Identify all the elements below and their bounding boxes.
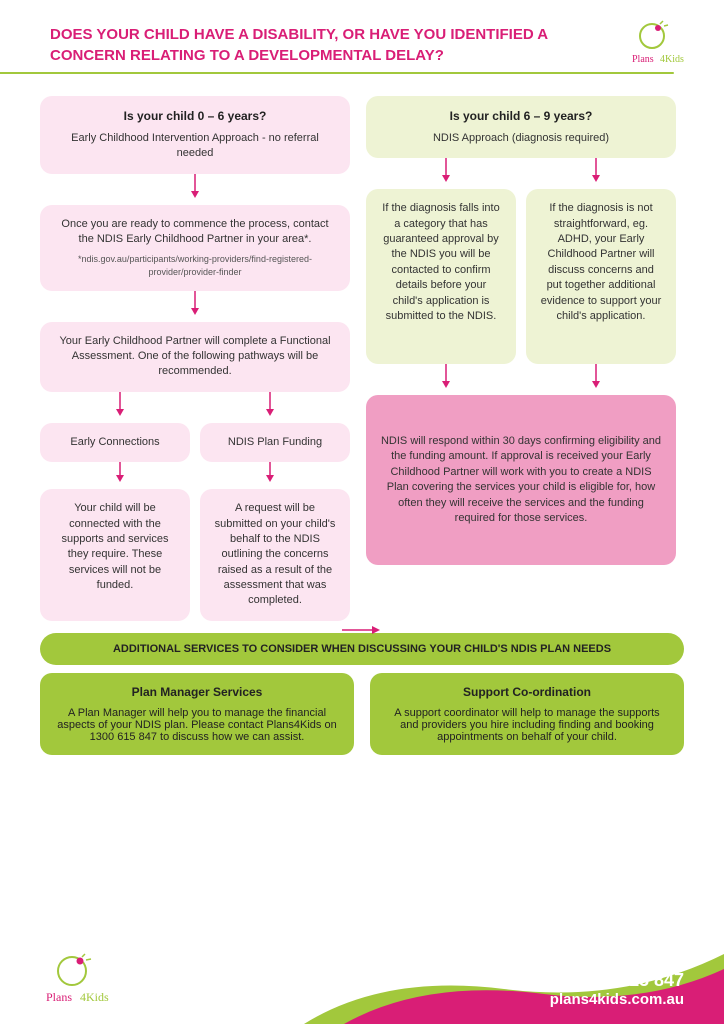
diagnosis-complex-box: If the diagnosis is not straightforward,… <box>526 189 676 364</box>
svg-text:4Kids: 4Kids <box>660 54 684 65</box>
pathway-early-connections-title: Early Connections <box>40 423 190 462</box>
header-divider <box>0 72 674 74</box>
diagnosis-guaranteed-box: If the diagnosis falls into a category t… <box>366 189 516 364</box>
question-title: Is your child 0 – 6 years? <box>54 108 336 125</box>
banner-text: ADDITIONAL SERVICES TO CONSIDER WHEN DIS… <box>113 643 611 655</box>
service-body: A Plan Manager will help you to manage t… <box>56 707 338 743</box>
svg-text:Plans: Plans <box>46 990 72 1004</box>
service-title: Plan Manager Services <box>56 685 338 699</box>
arrow-right-icon <box>342 620 382 640</box>
path-6-9-years: Is your child 6 – 9 years? NDIS Approach… <box>366 96 676 621</box>
service-title: Support Co-ordination <box>386 685 668 699</box>
arrow-split-icon <box>40 392 350 418</box>
svg-text:Plans: Plans <box>632 54 654 65</box>
pathway-ndis-funding-body: A request will be submitted on your chil… <box>200 489 350 621</box>
arrow-merge-icon <box>366 364 676 390</box>
pathway-early-connections-body: Your child will be connected with the su… <box>40 489 190 621</box>
step-text: If the diagnosis is not straightforward,… <box>540 201 662 324</box>
question-subtitle: Early Childhood Intervention Approach - … <box>54 131 336 162</box>
pathway-label: Early Connections <box>54 435 176 450</box>
question-subtitle: NDIS Approach (diagnosis required) <box>380 131 662 146</box>
ndis-response-box: NDIS will respond within 30 days confirm… <box>366 395 676 565</box>
service-body: A support coordinator will help to manag… <box>386 707 668 743</box>
question-box-left: Is your child 0 – 6 years? Early Childho… <box>40 96 350 174</box>
step-footnote: *ndis.gov.au/participants/working-provid… <box>54 253 336 278</box>
brand-logo-icon: Plans 4Kids <box>40 951 110 1006</box>
header: DOES YOUR CHILD HAVE A DISABILITY, OR HA… <box>0 0 724 82</box>
pathway-text: A request will be submitted on your chil… <box>214 501 336 609</box>
additional-services-row: Plan Manager Services A Plan Manager wil… <box>40 673 684 755</box>
page-title: DOES YOUR CHILD HAVE A DISABILITY, OR HA… <box>50 24 550 66</box>
step-text: Once you are ready to commence the proce… <box>54 217 336 248</box>
result-text: NDIS will respond within 30 days confirm… <box>380 434 662 526</box>
pathway-text: Your child will be connected with the su… <box>54 501 176 593</box>
step-text: If the diagnosis falls into a category t… <box>380 201 502 324</box>
path-0-6-years: Is your child 0 – 6 years? Early Childho… <box>40 96 350 621</box>
footer-contact: 1300 615 847 plans4kids.com.au <box>550 970 684 1008</box>
brand-logo-icon: Plans 4Kids <box>624 18 684 68</box>
svg-text:4Kids: 4Kids <box>80 990 109 1004</box>
arrow-down-icon <box>40 174 350 200</box>
question-box-right: Is your child 6 – 9 years? NDIS Approach… <box>366 96 676 158</box>
footer-url: plans4kids.com.au <box>550 991 684 1008</box>
step-text: Your Early Childhood Partner will comple… <box>54 334 336 380</box>
arrow-down-icon <box>40 291 350 317</box>
step-contact-partner: Once you are ready to commence the proce… <box>40 205 350 291</box>
step-functional-assessment: Your Early Childhood Partner will comple… <box>40 322 350 392</box>
support-coordination-box: Support Co-ordination A support coordina… <box>370 673 684 755</box>
flowchart: Is your child 0 – 6 years? Early Childho… <box>0 82 724 621</box>
pathway-ndis-funding-title: NDIS Plan Funding <box>200 423 350 462</box>
pathway-label: NDIS Plan Funding <box>214 435 336 450</box>
footer-phone: 1300 615 847 <box>550 970 684 991</box>
plan-manager-box: Plan Manager Services A Plan Manager wil… <box>40 673 354 755</box>
arrow-split-icon <box>40 462 350 484</box>
question-title: Is your child 6 – 9 years? <box>380 108 662 125</box>
arrow-split-icon <box>366 158 676 184</box>
footer: Plans 4Kids 1300 615 847 plans4kids.com.… <box>0 944 724 1024</box>
